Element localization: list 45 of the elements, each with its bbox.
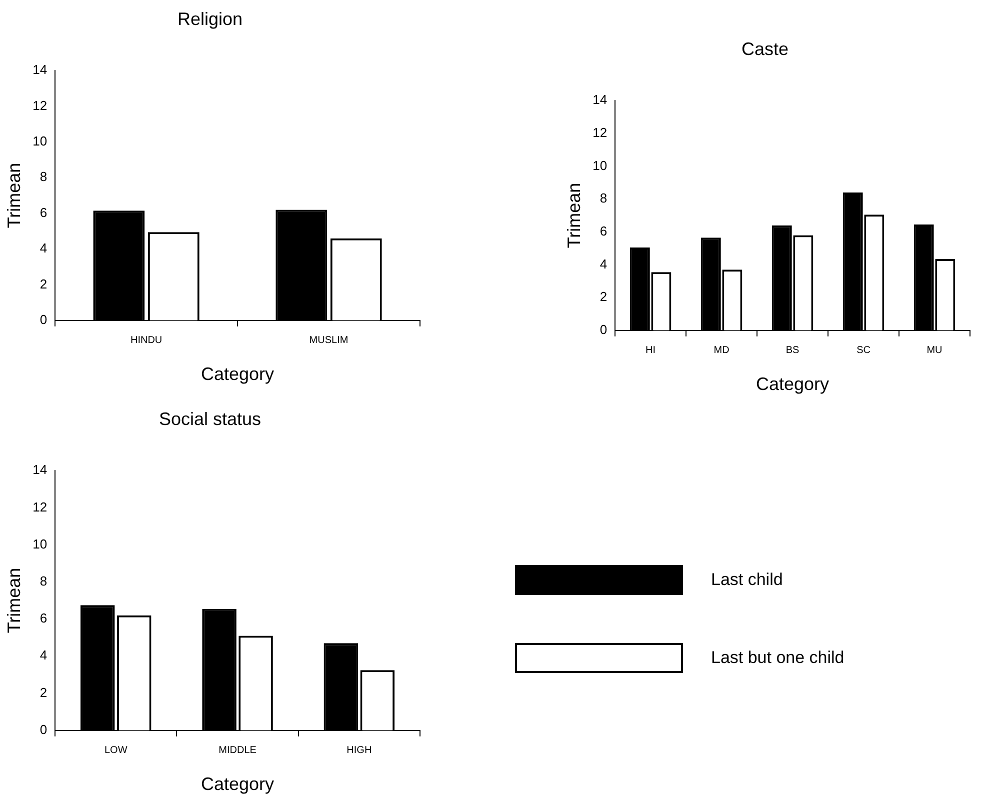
x-tick-label: MU bbox=[926, 345, 942, 356]
text: Last but one child bbox=[711, 648, 844, 668]
y-tick-label: 6 bbox=[40, 610, 48, 626]
y-tick-label: 0 bbox=[600, 322, 608, 337]
y-tick-label: 14 bbox=[592, 92, 608, 108]
chart-title: Caste bbox=[741, 38, 789, 59]
x-tick-label: MUSLIM bbox=[309, 335, 348, 346]
y-tick-label: 0 bbox=[40, 722, 48, 737]
y-tick-label: 8 bbox=[40, 574, 48, 589]
y-tick-label: 0 bbox=[40, 312, 48, 327]
y-tick-label: 2 bbox=[40, 684, 48, 700]
y-axis-title: Trimean bbox=[4, 568, 24, 634]
y-tick-label: 8 bbox=[40, 169, 48, 184]
x-tick-label: SC bbox=[856, 345, 870, 356]
y-tick-label: 2 bbox=[40, 276, 48, 292]
x-tick-label: BS bbox=[786, 345, 800, 356]
x-axis-title: Category bbox=[201, 774, 274, 794]
y-tick-label: 10 bbox=[592, 158, 608, 173]
y-tick-label: 2 bbox=[600, 289, 608, 304]
y-tick-label: 10 bbox=[32, 536, 48, 552]
chart-title: Religion bbox=[177, 8, 243, 29]
y-tick-label: 10 bbox=[32, 134, 48, 149]
y-axis-title: Trimean bbox=[564, 182, 584, 248]
y-tick-label: 6 bbox=[40, 204, 48, 220]
y-tick-label: 4 bbox=[40, 240, 48, 256]
x-tick-label: HI bbox=[646, 345, 656, 356]
text: Last child bbox=[711, 570, 783, 590]
y-tick-label: 8 bbox=[600, 190, 608, 206]
x-tick-label: MIDDLE bbox=[218, 745, 257, 756]
x-axis-title: Category bbox=[201, 364, 274, 384]
y-tick-label: 14 bbox=[32, 462, 48, 478]
x-tick-label: HINDU bbox=[130, 335, 162, 346]
x-tick-label: MD bbox=[714, 345, 730, 356]
y-tick-label: 4 bbox=[40, 648, 48, 663]
y-tick-label: 6 bbox=[600, 223, 608, 238]
x-tick-label: LOW bbox=[104, 745, 128, 756]
y-tick-label: 12 bbox=[32, 499, 48, 514]
y-tick-label: 14 bbox=[32, 62, 48, 78]
x-axis-title: Category bbox=[756, 374, 830, 394]
y-axis-title: Trimean bbox=[4, 162, 24, 228]
x-tick-label: HIGH bbox=[346, 745, 372, 756]
y-tick-label: 12 bbox=[32, 98, 48, 113]
chart-title: Social status bbox=[158, 408, 262, 429]
y-tick-label: 12 bbox=[592, 125, 608, 140]
y-tick-label: 4 bbox=[600, 256, 608, 272]
